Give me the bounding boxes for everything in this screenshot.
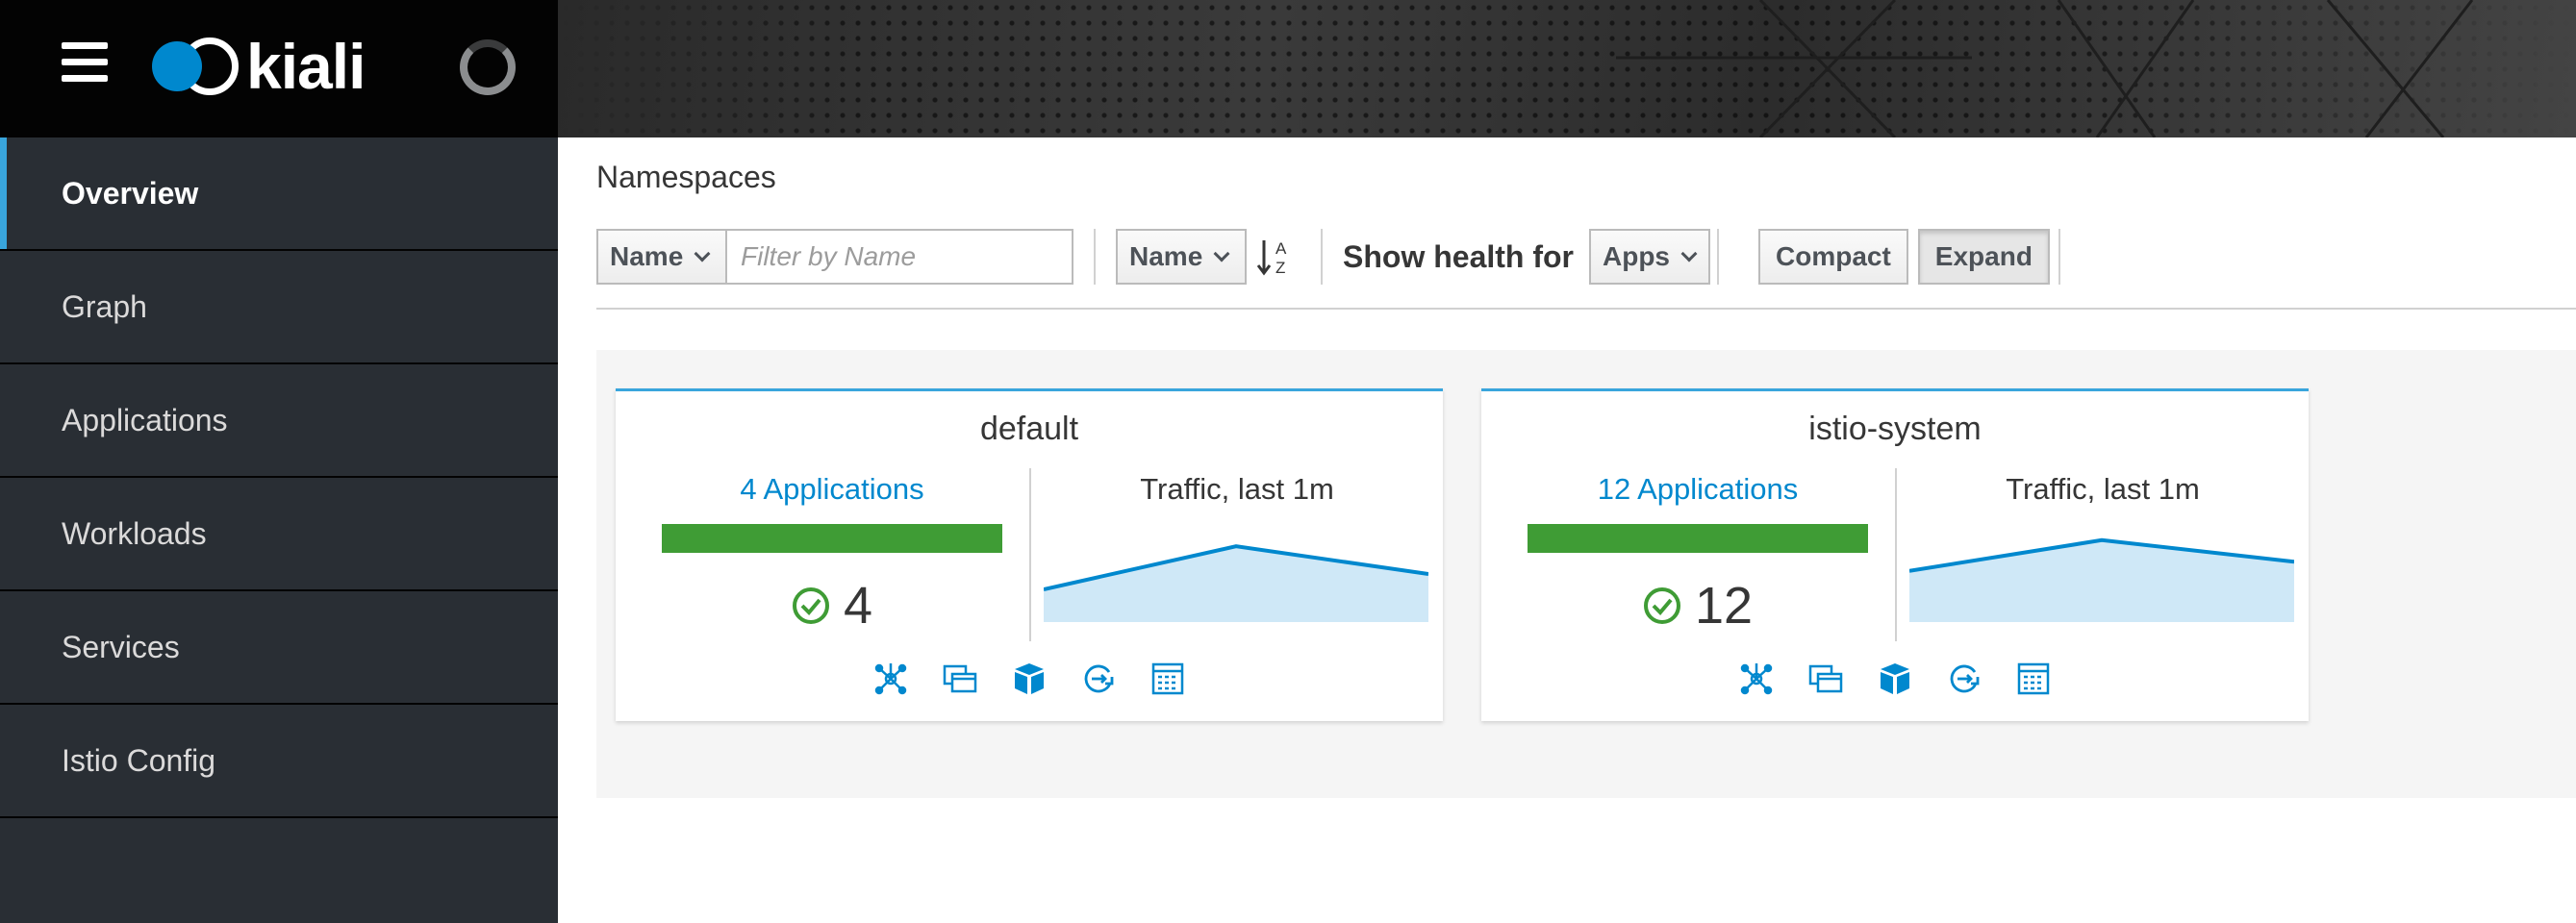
sort-group: Name A Z xyxy=(1116,229,1295,285)
sidebar-item-graph[interactable]: Graph xyxy=(0,251,558,364)
compact-button[interactable]: Compact xyxy=(1758,229,1908,285)
card-divider xyxy=(1029,468,1031,641)
kiali-logo[interactable]: kiali xyxy=(152,31,366,102)
health-bar xyxy=(1528,524,1868,553)
topology-icon[interactable] xyxy=(1738,661,1775,697)
sort-field-label: Name xyxy=(1129,241,1203,271)
toolbar-divider xyxy=(2058,229,2060,285)
traffic-sparkline xyxy=(1909,537,2294,622)
traffic-line xyxy=(1909,537,2294,573)
services-icon[interactable] xyxy=(1946,661,1983,697)
workloads-icon[interactable] xyxy=(1877,661,1913,697)
workloads-icon[interactable] xyxy=(1011,661,1048,697)
sort-alpha-asc-icon[interactable]: A Z xyxy=(1256,229,1295,285)
healthy-count: 4 xyxy=(662,576,1002,636)
sidebar-item-overview[interactable]: Overview xyxy=(0,137,558,251)
header-banner xyxy=(558,0,2576,137)
filter-type-dropdown[interactable]: Name xyxy=(596,229,727,285)
traffic-sparkline xyxy=(1044,544,1428,622)
sidebar-item-istio-config[interactable]: Istio Config xyxy=(0,705,558,818)
health-group: Show health for Apps xyxy=(1343,229,1710,285)
kiali-logo-text: kiali xyxy=(246,31,366,102)
traffic-area xyxy=(1909,539,2294,622)
health-bar xyxy=(662,524,1002,553)
istio-config-icon[interactable] xyxy=(2015,661,2052,697)
traffic-line xyxy=(1044,544,1428,591)
chevron-down-icon xyxy=(1213,245,1230,262)
filter-by-name-input[interactable] xyxy=(727,229,1073,285)
display-mode-group: Compact Expand xyxy=(1758,229,2050,285)
health-type-label: Apps xyxy=(1603,241,1670,271)
namespace-links xyxy=(1481,661,2309,697)
sidebar-item-label: Services xyxy=(62,629,180,664)
sidebar-nav: Overview Graph Applications Workloads Se… xyxy=(0,137,558,923)
healthy-count-value: 12 xyxy=(1694,577,1754,635)
namespace-name: default xyxy=(979,411,1079,447)
show-health-label: Show health for xyxy=(1343,238,1574,274)
health-type-dropdown[interactable]: Apps xyxy=(1589,229,1710,285)
svg-text:Z: Z xyxy=(1275,259,1285,277)
namespaces-toolbar: Name Name A Z Show health for Apps Compa… xyxy=(596,229,2576,285)
sidebar-item-applications[interactable]: Applications xyxy=(0,364,558,478)
filter-group: Name xyxy=(596,229,1073,285)
namespace-links xyxy=(616,661,1443,697)
banner-pattern xyxy=(1616,0,2474,137)
toolbar-divider xyxy=(1094,229,1096,285)
chevron-down-icon xyxy=(694,245,711,262)
healthy-count: 12 xyxy=(1528,576,1868,636)
masthead-brand: kiali xyxy=(0,0,558,137)
svg-text:A: A xyxy=(1275,239,1287,258)
sidebar-item-label: Istio Config xyxy=(62,742,216,778)
sidebar-item-label: Overview xyxy=(62,175,199,211)
sidebar-item-label: Workloads xyxy=(62,515,207,551)
topology-icon[interactable] xyxy=(872,661,909,697)
kiali-logo-mark xyxy=(152,36,240,97)
healthy-count-value: 4 xyxy=(843,577,873,635)
sidebar-item-label: Graph xyxy=(62,288,147,324)
compact-label: Compact xyxy=(1776,241,1891,271)
sidebar-item-label: Applications xyxy=(62,402,228,437)
chevron-down-icon xyxy=(1680,245,1698,262)
sidebar-item-workloads[interactable]: Workloads xyxy=(0,478,558,591)
traffic-title: Traffic, last 1m xyxy=(2006,472,2200,506)
loading-spinner-icon xyxy=(460,39,516,95)
toolbar-divider xyxy=(1717,229,1719,285)
filter-type-label: Name xyxy=(610,241,684,271)
applications-link[interactable]: 12 Applications xyxy=(1597,472,1799,506)
toolbar-rule xyxy=(596,308,2576,310)
traffic-area xyxy=(1044,546,1428,622)
namespace-card-istio-system: istio-system 12 Applications 12 Traffic,… xyxy=(1481,388,2309,721)
hamburger-menu-icon[interactable] xyxy=(62,42,108,83)
applications-icon[interactable] xyxy=(1807,661,1844,697)
ok-check-circle-icon xyxy=(792,587,829,624)
expand-label: Expand xyxy=(1934,241,2033,271)
istio-config-icon[interactable] xyxy=(1149,661,1186,697)
applications-link[interactable]: 4 Applications xyxy=(740,472,924,506)
toolbar-divider xyxy=(1321,229,1323,285)
namespace-name: istio-system xyxy=(1808,411,1982,447)
sort-field-dropdown[interactable]: Name xyxy=(1116,229,1247,285)
namespace-cards: default 4 Applications 4 Traffic, last 1… xyxy=(596,350,2576,798)
expand-button[interactable]: Expand xyxy=(1917,229,2050,285)
traffic-title: Traffic, last 1m xyxy=(1140,472,1334,506)
page-title: Namespaces xyxy=(596,160,776,194)
services-icon[interactable] xyxy=(1080,661,1117,697)
applications-icon[interactable] xyxy=(942,661,978,697)
card-divider xyxy=(1895,468,1897,641)
ok-check-circle-icon xyxy=(1643,587,1680,624)
sidebar-item-services[interactable]: Services xyxy=(0,591,558,705)
namespace-card-default: default 4 Applications 4 Traffic, last 1… xyxy=(616,388,1443,721)
